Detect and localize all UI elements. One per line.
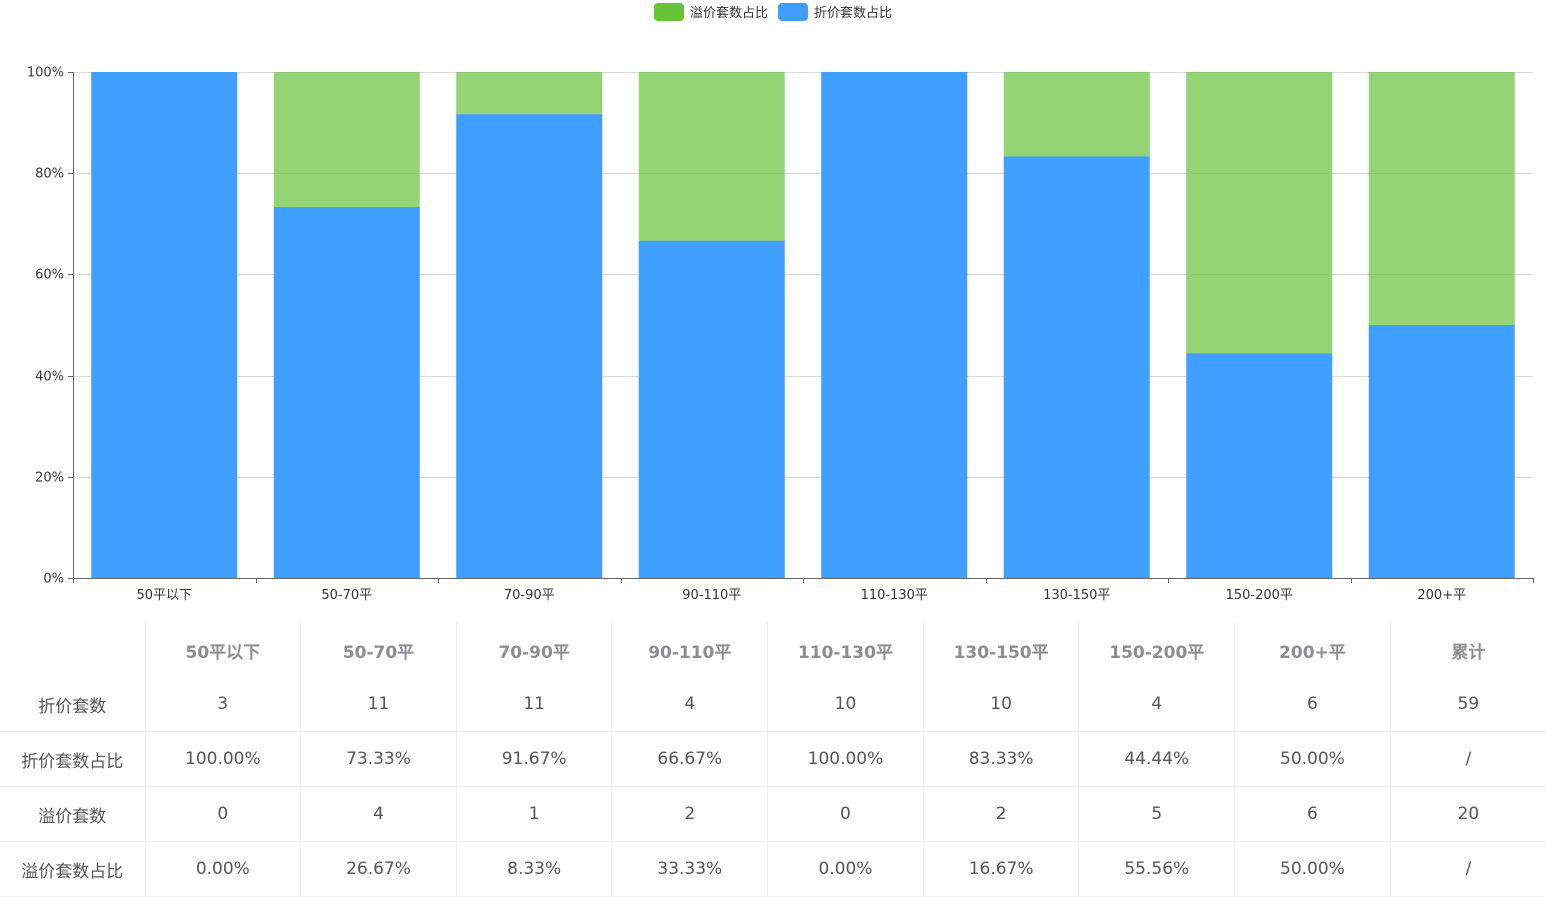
row-label: 溢价套数占比 bbox=[0, 841, 145, 897]
table-cell: 4 bbox=[1078, 677, 1235, 732]
stacked-bar-chart: 溢价套数占比 折价套数占比 0% 20% 40% 60% 80% 100% 50平以下 50-… bbox=[0, 2, 1546, 603]
table-cell: 6 bbox=[1234, 677, 1391, 732]
table-row: 溢价套数 0 4 1 2 0 2 5 6 20 bbox=[0, 786, 1546, 842]
table-cell: 6 bbox=[1234, 786, 1391, 842]
legend-label: 溢价套数占比 bbox=[689, 6, 768, 21]
table-cell: 26.67% bbox=[300, 841, 457, 897]
table-cell: 0 bbox=[144, 786, 301, 842]
table-header-cell: 50-70平 bbox=[300, 623, 457, 677]
bar-premium-ratio bbox=[273, 72, 420, 207]
x-tick-label: 130-150平 bbox=[1043, 588, 1110, 603]
table-cell: 91.67% bbox=[455, 731, 612, 787]
table-cell: / bbox=[1389, 841, 1546, 897]
table-cell: 16.67% bbox=[922, 841, 1079, 897]
x-tick-label: 110-130平 bbox=[861, 588, 928, 603]
table-header-cell bbox=[0, 623, 145, 677]
bar-discount-ratio bbox=[1186, 353, 1333, 578]
y-tick-label: 20% bbox=[35, 471, 64, 486]
chart-canvas: 0% 20% 40% 60% 80% 100% 50平以下 50-70平 70-90平 90-11… bbox=[27, 66, 1534, 603]
table-header-cell: 90-110平 bbox=[611, 623, 768, 677]
bar-discount-ratio bbox=[1003, 156, 1150, 578]
table-cell: 0 bbox=[767, 786, 924, 842]
bar-discount-ratio bbox=[638, 240, 785, 579]
bar-premium-ratio bbox=[1368, 72, 1515, 325]
row-label: 溢价套数 bbox=[0, 786, 145, 842]
table-cell: 5 bbox=[1078, 786, 1235, 842]
table-cell: 83.33% bbox=[922, 731, 1079, 787]
legend-item-premium-ratio[interactable]: 溢价套数占比 bbox=[653, 2, 768, 21]
legend-label: 折价套数占比 bbox=[814, 6, 893, 21]
table-cell: 50.00% bbox=[1234, 731, 1391, 787]
table-cell: / bbox=[1389, 731, 1546, 787]
bar-discount-ratio bbox=[273, 206, 420, 578]
table-cell: 66.67% bbox=[611, 731, 768, 787]
table-cell: 100.00% bbox=[144, 731, 301, 787]
table-cell: 10 bbox=[767, 677, 924, 732]
bar-discount-ratio bbox=[1368, 325, 1515, 578]
legend-item-discount-ratio[interactable]: 折价套数占比 bbox=[778, 2, 892, 21]
bar-premium-ratio bbox=[638, 72, 785, 241]
x-tick-label: 50-70平 bbox=[321, 588, 372, 603]
y-tick-label: 0% bbox=[43, 572, 64, 587]
table-cell: 0.00% bbox=[144, 841, 301, 897]
table-cell: 33.33% bbox=[611, 841, 768, 897]
x-tick-label: 90-110平 bbox=[682, 588, 741, 603]
table-header-row: 50平以下 50-70平 70-90平 90-110平 110-130平 130… bbox=[0, 623, 1546, 677]
bar-premium-ratio bbox=[1003, 72, 1150, 157]
table-cell: 11 bbox=[455, 677, 612, 732]
y-tick-label: 80% bbox=[35, 167, 64, 182]
table-header-cell: 累计 bbox=[1389, 623, 1546, 677]
table-cell: 10 bbox=[922, 677, 1079, 732]
bar-discount-ratio bbox=[456, 114, 603, 578]
table-cell: 4 bbox=[300, 786, 457, 842]
bar-discount-ratio bbox=[821, 72, 968, 578]
x-tick-label: 200+平 bbox=[1417, 588, 1466, 603]
table-header-cell: 110-130平 bbox=[767, 623, 924, 677]
legend-swatch-premium bbox=[653, 2, 684, 21]
y-tick-label: 60% bbox=[35, 268, 64, 283]
table-cell: 100.00% bbox=[767, 731, 924, 787]
table-header-cell: 50平以下 bbox=[144, 623, 301, 677]
table-cell: 8.33% bbox=[455, 841, 612, 897]
table-cell: 2 bbox=[611, 786, 768, 842]
bar-discount-ratio bbox=[91, 72, 238, 578]
table-cell: 50.00% bbox=[1234, 841, 1391, 897]
chart-legend: 溢价套数占比 折价套数占比 bbox=[0, 2, 1546, 21]
row-label: 折价套数占比 bbox=[0, 731, 145, 787]
bar-premium-ratio bbox=[1186, 72, 1333, 354]
table-row: 溢价套数占比 0.00% 26.67% 8.33% 33.33% 0.00% 16.67% 5… bbox=[0, 841, 1546, 897]
table-header-cell: 150-200平 bbox=[1078, 623, 1235, 677]
table-cell: 73.33% bbox=[300, 731, 457, 787]
table-header-cell: 200+平 bbox=[1234, 623, 1391, 677]
y-tick-label: 40% bbox=[35, 370, 64, 385]
table-cell: 20 bbox=[1389, 786, 1546, 842]
table-header-cell: 130-150平 bbox=[922, 623, 1079, 677]
table-cell: 4 bbox=[611, 677, 768, 732]
table-cell: 2 bbox=[922, 786, 1079, 842]
x-tick-label: 70-90平 bbox=[504, 588, 555, 603]
table-cell: 3 bbox=[144, 677, 301, 732]
x-tick-label: 150-200平 bbox=[1226, 588, 1293, 603]
bar-premium-ratio bbox=[456, 72, 603, 115]
y-tick-label: 100% bbox=[27, 66, 64, 81]
table-row: 折价套数 3 11 11 4 10 10 4 6 59 bbox=[0, 677, 1546, 732]
table-cell: 1 bbox=[455, 786, 612, 842]
table-cell: 55.56% bbox=[1078, 841, 1235, 897]
data-table: 50平以下 50-70平 70-90平 90-110平 110-130平 130… bbox=[0, 623, 1546, 897]
table-cell: 11 bbox=[300, 677, 457, 732]
row-label: 折价套数 bbox=[0, 677, 145, 732]
table-row: 折价套数占比 100.00% 73.33% 91.67% 66.67% 100.00% 83… bbox=[0, 731, 1546, 787]
table-cell: 0.00% bbox=[767, 841, 924, 897]
table-cell: 44.44% bbox=[1078, 731, 1235, 787]
table-header-cell: 70-90平 bbox=[455, 623, 612, 677]
x-tick-label: 50平以下 bbox=[136, 588, 192, 603]
legend-swatch-discount bbox=[778, 2, 808, 21]
table-cell: 59 bbox=[1389, 677, 1546, 732]
